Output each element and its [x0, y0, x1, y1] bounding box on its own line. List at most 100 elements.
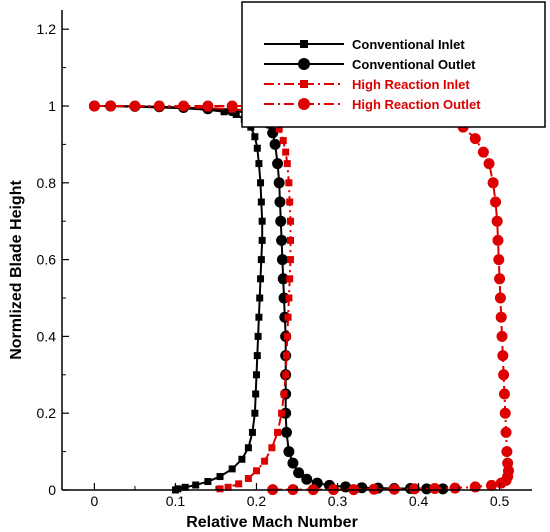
data-point-0-31 [204, 478, 212, 486]
x-axis-title: Relative Mach Number [186, 514, 358, 531]
data-point-1-26 [280, 426, 292, 438]
data-point-3-6 [226, 100, 238, 112]
x-tick-label-1: 0.1 [166, 493, 186, 509]
y-axis-title: Normlized Blade Height [8, 180, 25, 360]
data-point-0-12 [255, 160, 263, 168]
y-tick-label-4: 0.8 [37, 175, 57, 191]
data-point-3-30 [498, 369, 510, 381]
data-point-1-39 [437, 483, 449, 495]
data-point-2-34 [224, 483, 232, 491]
y-tick-label-1: 0.2 [37, 405, 57, 421]
data-point-2-13 [282, 148, 290, 156]
data-point-1-16 [276, 234, 288, 246]
data-point-2-15 [285, 179, 293, 187]
data-point-2-31 [252, 467, 260, 475]
data-point-2-27 [278, 409, 286, 417]
data-point-3-40 [485, 479, 497, 491]
data-point-2-32 [244, 474, 252, 482]
data-point-2-26 [280, 390, 288, 398]
data-point-3-34 [501, 446, 513, 458]
data-point-1-27 [283, 446, 295, 458]
y-tick-label-6: 1.2 [37, 21, 57, 37]
data-point-0-24 [252, 390, 260, 398]
data-point-2-30 [261, 457, 269, 465]
data-point-0-30 [216, 473, 224, 481]
legend-label-2: High Reaction Inlet [352, 77, 470, 92]
data-point-0-18 [257, 275, 265, 283]
data-point-3-31 [498, 388, 510, 400]
y-tick-label-5: 1 [48, 98, 56, 114]
plot-area [88, 100, 514, 496]
data-point-3-44 [409, 483, 420, 495]
data-point-3-20 [487, 177, 499, 189]
legend-marker-2 [300, 80, 308, 88]
data-point-3-21 [490, 196, 502, 208]
data-point-2-33 [235, 480, 243, 488]
data-point-2-14 [283, 160, 291, 168]
x-tick-label-3: 0.3 [328, 493, 348, 509]
data-point-2-16 [286, 198, 294, 206]
data-point-2-17 [287, 217, 295, 225]
data-point-2-12 [279, 137, 287, 145]
data-point-3-43 [429, 482, 441, 494]
series-line-1 [94, 105, 443, 490]
legend-marker-0 [300, 40, 308, 48]
x-tick-label-4: 0.4 [409, 493, 429, 509]
data-point-0-27 [244, 444, 252, 452]
data-point-0-16 [258, 236, 266, 244]
data-point-0-21 [254, 332, 262, 340]
data-point-2-21 [285, 294, 293, 302]
data-point-1-10 [267, 127, 279, 139]
x-tick-label-5: 0.5 [490, 493, 510, 509]
data-point-1-14 [274, 196, 286, 208]
legend-marker-3 [298, 98, 310, 110]
series-3 [88, 100, 514, 496]
data-point-0-28 [238, 455, 246, 463]
data-point-1-29 [293, 467, 305, 479]
data-point-3-33 [500, 426, 512, 438]
data-point-0-14 [257, 198, 265, 206]
data-point-3-26 [494, 292, 506, 304]
data-point-1-30 [301, 473, 313, 485]
legend: Conventional Inlet Conventional Outlet Hig… [241, 1, 546, 128]
data-point-3-19 [483, 158, 495, 170]
series-2 [90, 102, 295, 493]
data-point-2-18 [287, 236, 295, 244]
data-point-3-4 [178, 100, 190, 112]
data-point-1-11 [269, 138, 281, 150]
data-point-3-25 [494, 273, 506, 285]
data-point-3-17 [469, 133, 481, 145]
series-0 [90, 102, 266, 494]
y-tick-label-0: 0 [48, 482, 56, 498]
data-point-2-20 [286, 275, 294, 283]
data-point-1-12 [272, 158, 284, 170]
data-point-0-13 [257, 179, 265, 187]
data-point-3-18 [477, 146, 489, 158]
data-point-3-28 [496, 330, 508, 342]
data-point-0-11 [253, 144, 261, 152]
data-point-2-24 [282, 352, 290, 360]
data-point-0-6 [220, 108, 228, 116]
data-point-0-7 [232, 110, 240, 118]
data-point-1-13 [273, 177, 285, 189]
data-point-2-25 [282, 371, 290, 379]
y-tick-label-3: 0.6 [37, 252, 57, 268]
data-point-0-32 [192, 481, 200, 489]
data-point-2-11 [275, 125, 283, 133]
series-1 [88, 100, 449, 495]
legend-label-3: High Reaction Outlet [352, 97, 481, 112]
data-point-0-17 [257, 256, 265, 264]
data-point-3-32 [499, 407, 511, 419]
data-point-3-3 [153, 100, 165, 112]
data-point-1-28 [287, 457, 299, 469]
data-point-0-23 [252, 371, 260, 379]
data-point-2-23 [283, 332, 291, 340]
data-point-3-45 [388, 483, 400, 495]
x-tick-label-0: 0 [91, 493, 99, 509]
data-point-3-22 [491, 215, 503, 227]
data-point-2-19 [287, 256, 295, 264]
data-point-0-33 [181, 483, 189, 491]
data-point-0-26 [248, 428, 256, 436]
legend-marker-1 [298, 58, 310, 70]
